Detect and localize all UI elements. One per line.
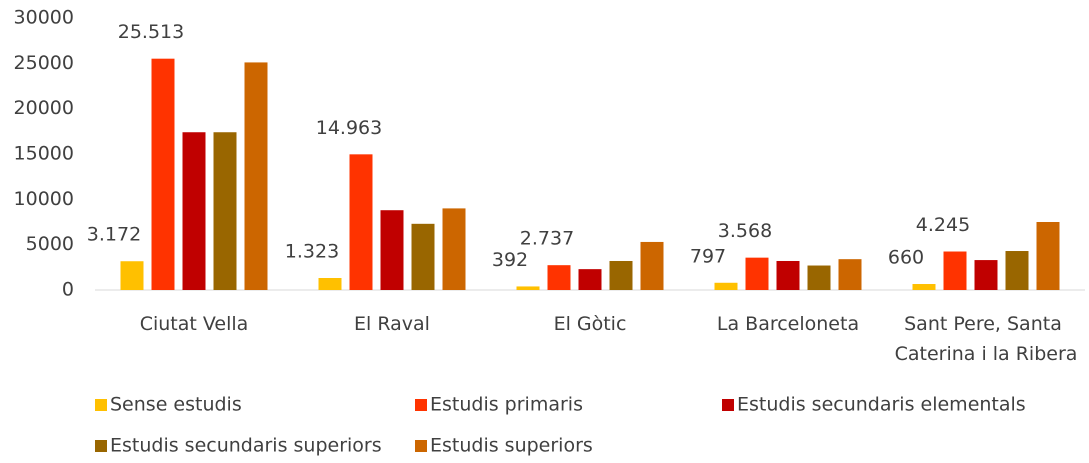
bar — [640, 241, 664, 290]
y-tick-label: 25000 — [14, 52, 74, 74]
bar — [120, 261, 144, 290]
y-tick-label: 20000 — [14, 97, 74, 119]
bar — [807, 265, 831, 290]
x-tick-label: El Gòtic — [554, 313, 627, 335]
legend-swatch — [95, 399, 107, 411]
bar — [838, 259, 862, 290]
legend-label: Estudis superiors — [430, 435, 593, 457]
legend-label: Estudis primaris — [430, 394, 583, 416]
bar — [547, 265, 571, 290]
data-label: 3.568 — [718, 220, 772, 242]
y-tick-label: 30000 — [14, 7, 74, 29]
y-tick-label: 5000 — [26, 233, 74, 255]
data-label: 3.172 — [87, 224, 141, 246]
bar — [442, 208, 466, 290]
data-label: 25.513 — [118, 21, 184, 43]
bar — [609, 260, 633, 290]
bar — [714, 282, 738, 290]
bar — [912, 284, 936, 290]
data-label: 14.963 — [316, 117, 382, 139]
bar — [318, 278, 342, 290]
x-tick-label: El Raval — [354, 313, 430, 335]
y-tick-label: 15000 — [14, 143, 74, 165]
bar — [578, 269, 602, 290]
legend-label: Estudis secundaris superiors — [110, 435, 382, 457]
x-tick-label: Sant Pere, Santa Caterina i la Ribera — [895, 313, 1078, 365]
data-label: 4.245 — [916, 214, 970, 236]
bar — [974, 260, 998, 290]
bar — [943, 251, 967, 290]
data-label: 1.323 — [285, 241, 339, 263]
bar — [1036, 222, 1060, 290]
legend-swatch — [95, 440, 107, 452]
bar — [1005, 251, 1029, 290]
bar — [244, 62, 268, 290]
legend-label: Sense estudis — [110, 394, 242, 416]
bar — [182, 132, 206, 290]
bar — [213, 132, 237, 290]
bar — [411, 223, 435, 290]
bar — [745, 257, 769, 290]
bar — [380, 210, 404, 290]
x-tick-label: Ciutat Vella — [140, 313, 249, 335]
y-tick-label: 10000 — [14, 188, 74, 210]
bar — [516, 286, 540, 290]
legend-swatch — [722, 399, 734, 411]
data-label: 2.737 — [520, 228, 574, 250]
legend-swatch — [415, 440, 427, 452]
bar — [349, 154, 373, 290]
data-label: 797 — [690, 245, 726, 267]
bar — [776, 260, 800, 290]
data-label: 660 — [888, 247, 924, 269]
bar — [151, 58, 175, 291]
legend-label: Estudis secundaris elementals — [737, 394, 1026, 416]
y-tick-label: 0 — [62, 279, 74, 301]
x-tick-label: La Barceloneta — [717, 313, 859, 335]
legend-swatch — [415, 399, 427, 411]
data-label: 392 — [492, 249, 528, 271]
